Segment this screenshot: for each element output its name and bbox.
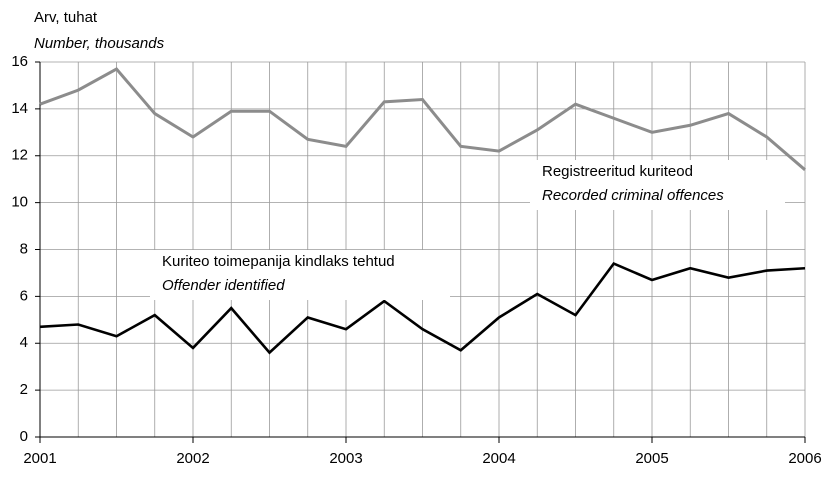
series-label: Registreeritud kuriteod xyxy=(542,163,693,180)
y-tick-label: 14 xyxy=(11,100,28,117)
x-tick-label: 2003 xyxy=(329,450,362,467)
y-axis-label: Arv, tuhat xyxy=(34,9,98,26)
label-box xyxy=(150,250,450,300)
series-label-en: Recorded criminal offences xyxy=(542,187,724,204)
y-axis-label-en: Number, thousands xyxy=(34,35,165,52)
series-label-en: Offender identified xyxy=(162,277,285,294)
y-tick-label: 12 xyxy=(11,147,28,164)
x-tick-label: 2001 xyxy=(23,450,56,467)
x-tick-label: 2004 xyxy=(482,450,515,467)
series-label: Kuriteo toimepanija kindlaks tehtud xyxy=(162,253,395,270)
y-tick-label: 0 xyxy=(20,428,28,445)
series-line xyxy=(39,67,806,171)
y-tick-label: 4 xyxy=(20,334,28,351)
y-tick-label: 16 xyxy=(11,53,28,70)
x-tick-label: 2006 xyxy=(788,450,821,467)
y-tick-label: 10 xyxy=(11,194,28,211)
x-tick-label: 2002 xyxy=(176,450,209,467)
x-tick-label: 2005 xyxy=(635,450,668,467)
label-box xyxy=(530,160,785,210)
y-tick-label: 2 xyxy=(20,381,28,398)
y-tick-label: 6 xyxy=(20,287,28,304)
series-line xyxy=(39,261,806,355)
y-tick-label: 8 xyxy=(20,240,28,257)
